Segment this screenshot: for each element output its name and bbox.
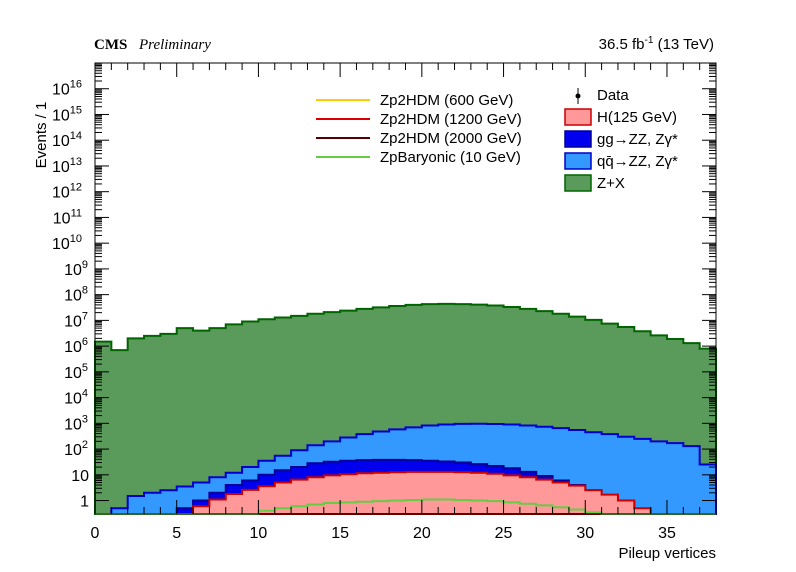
y-tick-label: 1014 [52, 130, 82, 150]
x-tick-label: 0 [91, 525, 100, 542]
legend-backgrounds: Data H(125 GeV) gg→ZZ, Zγ* qq̄→ZZ, Zγ* Z+X [564, 87, 678, 192]
x-tick-label: 25 [495, 525, 513, 542]
legend-swatch-qq-zz-z [564, 152, 592, 170]
legend-swatch-h-125-gev [564, 108, 592, 126]
x-tick-label: 15 [331, 525, 349, 542]
y-tick-label: 102 [64, 439, 88, 459]
y-tick-label: 103 [64, 413, 88, 433]
legend-label-gg-zz-z: gg→ZZ, Zγ* [597, 131, 678, 148]
x-tick-label: 10 [250, 525, 268, 542]
x-tick-label: 30 [576, 525, 594, 542]
x-tick-label: 5 [172, 525, 181, 542]
x-tick-label: 20 [413, 525, 431, 542]
y-tick-label: 1012 [52, 182, 82, 202]
status-label: Preliminary [138, 37, 211, 53]
legend-label-zp2hdm-1200-gev: Zp2HDM (1200 GeV) [380, 111, 522, 128]
legend-label-zp2hdm-2000-gev: Zp2HDM (2000 GeV) [380, 130, 522, 147]
legend-label-data: Data [597, 87, 629, 104]
y-tick-label: 104 [64, 388, 88, 408]
y-axis-label: Events / 1 [33, 102, 50, 169]
legend-label-z-x: Z+X [597, 175, 625, 192]
legend-label-h-125-gev: H(125 GeV) [597, 109, 677, 126]
y-tick-label: 1010 [52, 233, 82, 253]
y-tick-label: 105 [64, 362, 88, 382]
stack-h-125-gev [95, 470, 716, 515]
y-tick-label: 109 [64, 259, 88, 279]
legend-label-zpbaryonic-10-gev: ZpBaryonic (10 GeV) [380, 149, 521, 166]
legend-data-marker [575, 93, 581, 99]
y-tick-label: 108 [64, 285, 88, 305]
stack-layer [94, 302, 717, 515]
y-tick-label: 10 [71, 468, 89, 485]
experiment-label: CMS [94, 37, 127, 53]
legend-swatch-gg-zz-z [564, 130, 592, 148]
y-tick-label: 1016 [52, 79, 82, 99]
y-tick-label: 1013 [52, 156, 82, 176]
legend-swatch-z-x [564, 174, 592, 192]
legend-signals: Zp2HDM (600 GeV) Zp2HDM (1200 GeV) Zp2HDM … [316, 92, 522, 166]
y-tick-label: 1 [80, 494, 89, 511]
y-tick-label: 106 [64, 336, 88, 356]
legend-label-zp2hdm-600-gev: Zp2HDM (600 GeV) [380, 92, 513, 109]
x-axis-label: Pileup vertices [618, 545, 716, 562]
y-tick-label: 1015 [52, 104, 82, 124]
x-tick-label: 35 [658, 525, 676, 542]
luminosity-label: 36.5 fb-1 (13 TeV) [599, 35, 714, 53]
legend-label-qq-zz-z: qq̄→ZZ, Zγ* [597, 153, 678, 170]
y-tick-label: 1011 [53, 207, 82, 227]
y-tick-label: 107 [64, 310, 88, 330]
y-axis: 1 10 102 103 104 105 106 107 108 109 1010 1011 1012 1… [52, 63, 716, 511]
